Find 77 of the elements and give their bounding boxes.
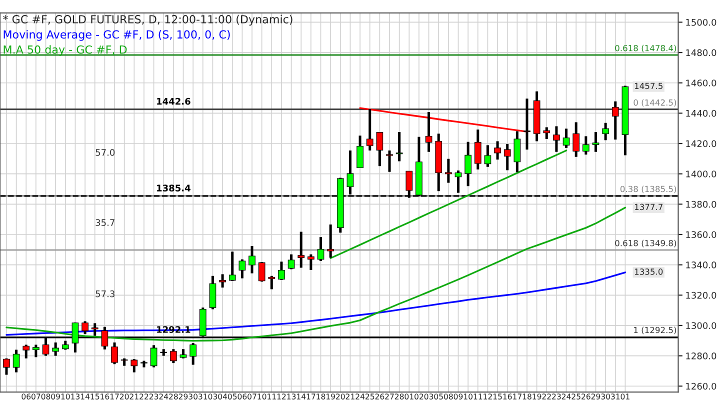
candlestick	[356, 134, 364, 170]
ref-line-label: 0 (1442.5)	[634, 99, 676, 107]
ref-line-label: 1385.4	[157, 184, 190, 192]
y-tick-label: 1340.0	[686, 262, 716, 268]
candlestick	[514, 130, 521, 174]
y-tick-label: 1460.0	[686, 80, 716, 86]
candlestick	[258, 260, 266, 283]
candlestick	[582, 134, 590, 156]
y-tick-label: 1440.0	[686, 110, 716, 117]
candlestick	[572, 121, 580, 158]
candlestick	[543, 126, 550, 140]
ref-line-label: 1292.1	[157, 326, 190, 333]
candlestick	[12, 348, 20, 374]
candlestick	[464, 140, 472, 188]
candlestick	[130, 358, 138, 374]
annotation: 57.3	[96, 290, 114, 298]
candlestick	[298, 230, 305, 269]
candlestick	[82, 320, 88, 336]
chart-title: * GC #F, GOLD FUTURES, D, 12:00-11:00 (Dynamic)	[3, 14, 292, 26]
candlestick	[228, 250, 236, 282]
candlestick	[602, 122, 609, 142]
candlestick	[268, 274, 276, 290]
ref-line-label: 1 (1292.5)	[634, 326, 676, 334]
candlestick	[553, 124, 560, 154]
annotation: 35.7	[96, 219, 114, 226]
ref-line-label: 0.618 (1478.4)	[615, 44, 676, 52]
y-tick-label: 1420.0	[686, 140, 716, 148]
candlestick	[180, 348, 187, 360]
candlestick	[308, 253, 314, 272]
y-tick-label: 1280.0	[686, 352, 716, 360]
candlestick	[317, 236, 324, 262]
candlestick	[238, 258, 246, 280]
text: 1457.5	[634, 82, 662, 90]
y-tick-label: 1300.0	[686, 322, 716, 330]
text: Moving Average - GC #F, D (S, 100, 0, C)	[4, 30, 230, 41]
y-tick-label: 1320.0	[686, 292, 716, 299]
y-tick-label: 1480.0	[686, 49, 716, 56]
candlestick	[504, 142, 511, 172]
candlestick	[288, 253, 295, 270]
y-tick-label: 1360.0	[686, 231, 716, 238]
text: M.A 50 day - GC #F, D	[4, 45, 127, 56]
y-tick-label: 1260.0	[686, 382, 716, 390]
ref-line-label: 0.618 (1349.8)	[615, 240, 676, 248]
y-tick-label: 1400.0	[686, 170, 716, 178]
candlestick	[562, 127, 570, 150]
candlestick	[278, 260, 285, 282]
ref-line-label: 1442.6	[157, 98, 190, 105]
annotation: 57.0	[96, 149, 115, 156]
candlestick	[3, 357, 10, 376]
candlestick	[386, 149, 393, 174]
candlestick	[32, 343, 40, 358]
candlestick	[111, 341, 118, 366]
candlestick	[22, 343, 30, 360]
candlestick	[474, 128, 482, 171]
candlestick	[484, 144, 492, 168]
candlestick	[170, 348, 177, 364]
candlestick	[209, 274, 216, 310]
data-label: 1377.7	[634, 204, 662, 210]
candlestick	[494, 140, 501, 161]
candlestick	[190, 342, 197, 366]
candlestick	[150, 344, 158, 369]
candlestick	[445, 158, 452, 184]
ref-line-label: 0.38 (1385.5)	[620, 186, 676, 194]
candlestick	[376, 130, 384, 168]
candlestick	[592, 130, 600, 154]
candlestick	[327, 223, 334, 259]
candlestick	[454, 169, 462, 194]
candlestick	[52, 341, 60, 358]
candlestick	[396, 130, 403, 163]
y-tick-label: 1500.0	[686, 18, 716, 26]
data-label: 1335.0	[634, 268, 663, 275]
line-series	[330, 150, 568, 259]
candlestick	[612, 100, 619, 141]
y-tick-label: 1380.0	[686, 200, 716, 208]
candlestick	[219, 272, 226, 289]
candlestick	[248, 244, 256, 275]
candlestick	[160, 348, 168, 358]
